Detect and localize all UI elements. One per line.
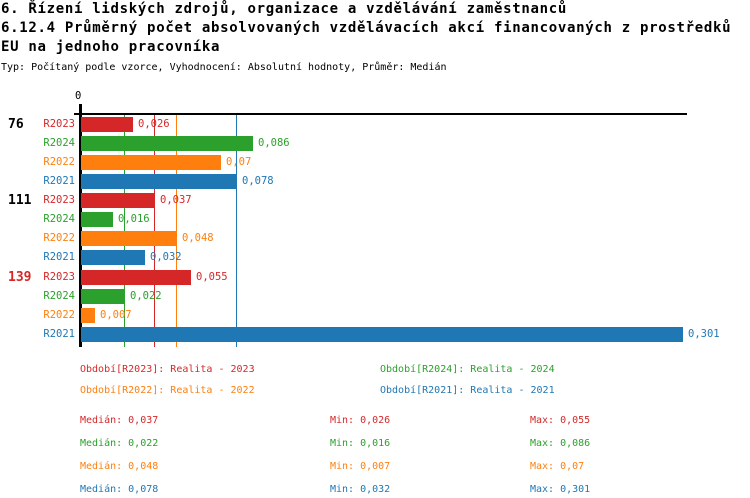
series-label: R2022 [43,309,75,321]
stat-min: Min: 0,032 [330,484,391,495]
legend-item-r2022: Období[R2022]: Realita - 2022 [80,385,255,396]
bar-row: R2023 0,055 [0,270,750,285]
series-label: R2023 [43,118,75,130]
series-label: R2022 [43,156,75,168]
series-label: R2023 [43,271,75,283]
stat-max: Max: 0,301 [530,484,591,495]
bar-row: R2023 0,026 [0,117,750,132]
bar-row: R2024 0,086 [0,136,750,151]
bar-value-label: 0,007 [100,309,132,321]
series-label: R2022 [43,232,75,244]
bar [81,155,221,170]
bar [81,289,125,304]
stat-median: Medián: 0,037 [80,415,159,426]
stat-min: Min: 0,016 [330,438,391,449]
bar-row: R2022 0,007 [0,308,750,323]
bar [81,327,683,342]
series-label: R2024 [43,290,75,302]
median-line-r2021 [236,115,237,347]
series-label: R2021 [43,328,75,340]
group-label-139: 139 [8,270,32,285]
report-title-line3: EU na jednoho pracovníka [1,39,221,55]
bar-row: R2024 0,022 [0,289,750,304]
stat-max: Max: 0,07 [530,461,585,472]
group-label-76: 76 [8,117,24,132]
bar [81,270,191,285]
bar-value-label: 0,301 [688,328,720,340]
bar-row: R2021 0,078 [0,174,750,189]
bar [81,117,133,132]
bar [81,193,155,208]
stat-max: Max: 0,055 [530,415,591,426]
stat-median: Medián: 0,048 [80,461,159,472]
bar-value-label: 0,055 [196,271,228,283]
stat-max: Max: 0,086 [530,438,591,449]
y-axis-line [79,104,82,347]
series-label: R2024 [43,213,75,225]
bar-value-label: 0,032 [150,251,182,263]
bar-value-label: 0,086 [258,137,290,149]
series-label: R2024 [43,137,75,149]
group-label-111: 111 [8,193,32,208]
legend-item-r2023: Období[R2023]: Realita - 2023 [80,364,255,375]
bar-value-label: 0,026 [138,118,170,130]
bar-row: R2022 0,07 [0,155,750,170]
bar [81,136,253,151]
bar [81,250,145,265]
legend-item-r2021: Období[R2021]: Realita - 2021 [380,385,555,396]
bar-value-label: 0,016 [118,213,150,225]
bar-row: R2023 0,037 [0,193,750,208]
bar-row: R2022 0,048 [0,231,750,246]
series-label: R2021 [43,175,75,187]
bar-value-label: 0,07 [226,156,252,168]
bar-value-label: 0,048 [182,232,214,244]
bar-value-label: 0,037 [160,194,192,206]
bar [81,308,95,323]
stat-min: Min: 0,007 [330,461,391,472]
bar [81,231,177,246]
x-axis-zero-label: 0 [75,90,82,102]
bar-row: R2024 0,016 [0,212,750,227]
x-axis-line [74,113,687,115]
bar [81,174,237,189]
bar-value-label: 0,022 [130,290,162,302]
stat-median: Medián: 0,078 [80,484,159,495]
bar-row: R2021 0,301 [0,327,750,342]
bar-row: R2021 0,032 [0,250,750,265]
report-title-line2: 6.12.4 Průměrný počet absolvovaných vzdě… [1,20,732,36]
stat-min: Min: 0,026 [330,415,391,426]
bar-value-label: 0,078 [242,175,274,187]
series-label: R2023 [43,194,75,206]
legend-item-r2024: Období[R2024]: Realita - 2024 [380,364,555,375]
report-meta-line: Typ: Počítaný podle vzorce, Vyhodnocení:… [1,62,447,73]
stat-median: Medián: 0,022 [80,438,159,449]
bar [81,212,113,227]
series-label: R2021 [43,251,75,263]
report-title-line1: 6. Řízení lidských zdrojů, organizace a … [1,1,567,17]
